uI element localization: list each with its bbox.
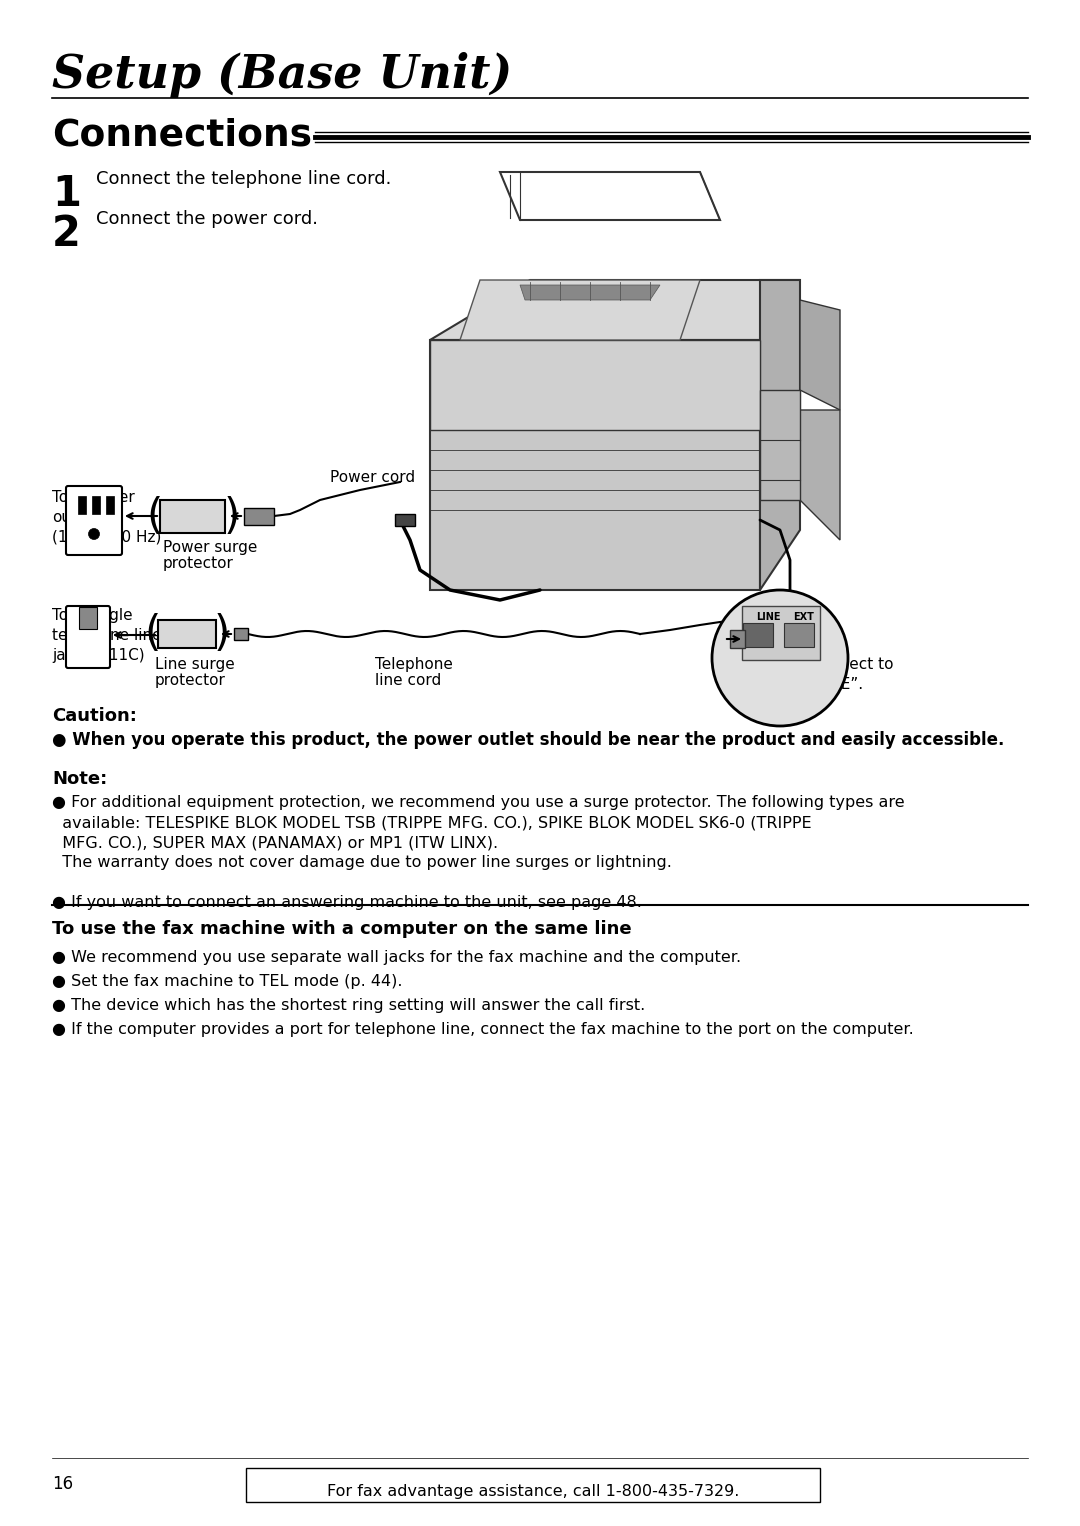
Text: Line surge: Line surge — [156, 658, 234, 671]
Text: Power surge: Power surge — [163, 540, 257, 555]
Polygon shape — [760, 391, 800, 501]
Text: ): ) — [224, 496, 240, 539]
Text: ● The device which has the shortest ring setting will answer the call first.: ● The device which has the shortest ring… — [52, 998, 645, 1013]
FancyBboxPatch shape — [246, 1468, 820, 1502]
Text: 1: 1 — [52, 172, 81, 215]
Polygon shape — [430, 340, 760, 430]
Text: available: TELESPIKE BLOK MODEL TSB (TRIPPE MFG. CO.), SPIKE BLOK MODEL SK6-0 (T: available: TELESPIKE BLOK MODEL TSB (TRI… — [52, 815, 812, 830]
Text: For fax advantage assistance, call 1-800-435-7329.: For fax advantage assistance, call 1-800… — [327, 1483, 739, 1499]
Text: To a power
outlet
(120 V, 60 Hz): To a power outlet (120 V, 60 Hz) — [52, 490, 161, 545]
Polygon shape — [800, 410, 840, 540]
Text: Telephone: Telephone — [375, 658, 453, 671]
Polygon shape — [730, 630, 745, 649]
Text: Power cord: Power cord — [330, 470, 415, 485]
Text: Connect to
“LINE”.: Connect to “LINE”. — [810, 658, 893, 691]
Text: 2: 2 — [52, 214, 81, 255]
Polygon shape — [460, 279, 700, 340]
Circle shape — [712, 591, 848, 726]
Polygon shape — [800, 301, 840, 410]
FancyBboxPatch shape — [79, 607, 97, 629]
FancyBboxPatch shape — [784, 623, 814, 647]
Text: To a single
telephone line
jack (RJ11C): To a single telephone line jack (RJ11C) — [52, 607, 162, 662]
Text: ● If you want to connect an answering machine to the unit, see page 48.: ● If you want to connect an answering ma… — [52, 896, 642, 909]
Polygon shape — [760, 279, 800, 591]
Text: To use the fax machine with a computer on the same line: To use the fax machine with a computer o… — [52, 920, 632, 938]
Text: ● We recommend you use separate wall jacks for the fax machine and the computer.: ● We recommend you use separate wall jac… — [52, 951, 741, 964]
FancyBboxPatch shape — [158, 620, 216, 649]
Text: Note:: Note: — [52, 771, 107, 787]
Text: line cord: line cord — [375, 673, 442, 688]
Text: protector: protector — [163, 555, 234, 571]
Text: Connect the telephone line cord.: Connect the telephone line cord. — [96, 169, 391, 188]
Polygon shape — [430, 340, 760, 591]
Text: (: ( — [147, 496, 163, 539]
Text: ● If the computer provides a port for telephone line, connect the fax machine to: ● If the computer provides a port for te… — [52, 1022, 914, 1038]
FancyBboxPatch shape — [78, 496, 86, 514]
Text: ● For additional equipment protection, we recommend you use a surge protector. T: ● For additional equipment protection, w… — [52, 795, 905, 810]
Text: MFG. CO.), SUPER MAX (PANAMAX) or MP1 (ITW LINX).: MFG. CO.), SUPER MAX (PANAMAX) or MP1 (I… — [52, 835, 498, 850]
Polygon shape — [395, 514, 415, 526]
Polygon shape — [430, 279, 800, 340]
Text: The warranty does not cover damage due to power line surges or lightning.: The warranty does not cover damage due t… — [52, 855, 672, 870]
Polygon shape — [519, 285, 660, 301]
Circle shape — [89, 528, 99, 540]
Text: 16: 16 — [52, 1476, 73, 1492]
Text: Connect the power cord.: Connect the power cord. — [96, 211, 318, 227]
FancyBboxPatch shape — [106, 496, 114, 514]
Text: Setup (Base Unit): Setup (Base Unit) — [52, 52, 512, 98]
Text: protector: protector — [156, 673, 226, 688]
FancyBboxPatch shape — [66, 606, 110, 668]
Text: (: ( — [144, 613, 160, 655]
FancyBboxPatch shape — [743, 623, 773, 647]
FancyBboxPatch shape — [92, 496, 100, 514]
Polygon shape — [234, 629, 248, 639]
Polygon shape — [742, 606, 820, 661]
Text: EXT: EXT — [793, 612, 814, 623]
Text: ● When you operate this product, the power outlet should be near the product and: ● When you operate this product, the pow… — [52, 731, 1004, 749]
Polygon shape — [500, 172, 720, 220]
Text: Connections: Connections — [52, 118, 312, 154]
Text: ● Set the fax machine to TEL mode (p. 44).: ● Set the fax machine to TEL mode (p. 44… — [52, 974, 403, 989]
Polygon shape — [244, 508, 274, 525]
Text: ): ) — [214, 613, 230, 655]
FancyBboxPatch shape — [160, 501, 225, 533]
Text: LINE: LINE — [756, 612, 781, 623]
Text: Caution:: Caution: — [52, 707, 137, 725]
FancyBboxPatch shape — [66, 485, 122, 555]
